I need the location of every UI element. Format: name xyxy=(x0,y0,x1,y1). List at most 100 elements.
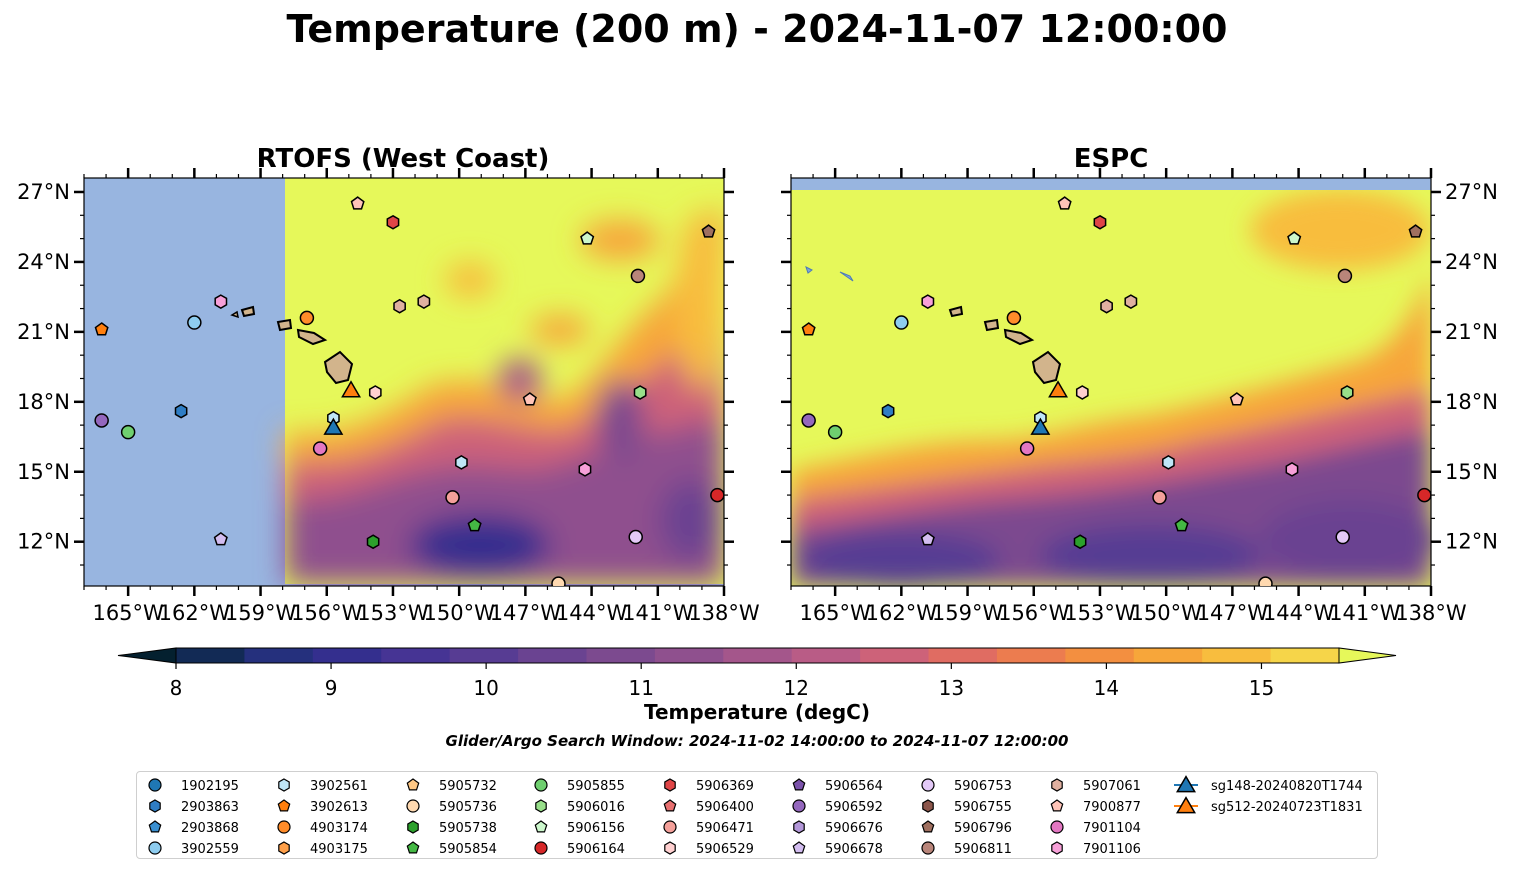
legend-marker-5906400 xyxy=(663,799,677,812)
marker-5907061 xyxy=(1100,298,1113,314)
legend-marker-5907061 xyxy=(1051,778,1063,792)
marker-5906678 xyxy=(213,531,228,546)
x-tick-label: 156°W xyxy=(998,601,1070,625)
rtofs-map-field xyxy=(84,178,724,586)
marker-5906529 xyxy=(1075,385,1089,400)
legend-marker-5906156 xyxy=(534,820,548,833)
colorbar-segment xyxy=(1065,648,1135,663)
colorbar-segment xyxy=(518,648,587,663)
marker-5906164 xyxy=(710,487,724,503)
legend-label: 3902561 xyxy=(310,779,368,794)
marker-5905854 xyxy=(1174,517,1189,532)
y-tick-label: 27°N xyxy=(1445,180,1498,204)
legend-marker-5906529 xyxy=(664,841,676,855)
x-tick-label: 150°W xyxy=(1130,601,1202,625)
marker-5906811 xyxy=(630,268,646,284)
panel-title-espc: ESPC xyxy=(1074,144,1149,174)
legend-marker-5905854 xyxy=(406,841,420,854)
x-tick-label: 138°W xyxy=(688,601,760,625)
legend-item-sg512-20240723T1831: sg512-20240723T1831 xyxy=(1174,796,1363,815)
marker-5906592 xyxy=(94,413,109,428)
legend-item-5906369: 5906369 xyxy=(664,778,754,794)
colorbar-segment xyxy=(312,648,382,663)
legend-item-5906755: 5906755 xyxy=(922,799,1012,815)
legend-item-3902613: 3902613 xyxy=(277,799,368,815)
legend-item-5906016: 5906016 xyxy=(535,799,625,815)
legend-label: 5906755 xyxy=(954,800,1012,815)
colorbar-extend-high xyxy=(1338,647,1397,664)
y-tick-label: 12°N xyxy=(17,530,70,554)
marker-4903174 xyxy=(299,310,315,326)
legend-label: 7901104 xyxy=(1083,821,1141,836)
legend-label: 2903863 xyxy=(181,800,239,815)
marker-5906753 xyxy=(1335,529,1350,545)
markers-espc xyxy=(801,196,1431,586)
marker-3902559 xyxy=(187,315,202,330)
x-tick-label: 153°W xyxy=(357,601,429,625)
legend-marker-2903868 xyxy=(148,820,162,833)
marker-5905854 xyxy=(467,517,482,532)
legend-label: sg512-20240723T1831 xyxy=(1211,800,1363,815)
colorbar: 8 9 10 11 12 13 14 15 xyxy=(117,647,1397,700)
colorbar-tick-label: 12 xyxy=(784,676,809,700)
colorbar-segment xyxy=(1270,648,1340,663)
marker-7901106 xyxy=(1285,462,1299,477)
legend-item-5905732: 5905732 xyxy=(406,778,497,794)
colorbar-tick-label: 8 xyxy=(170,676,183,700)
colorbar-segment xyxy=(244,648,314,663)
legend-label: 4903175 xyxy=(310,842,368,857)
marker-5905855 xyxy=(827,424,843,440)
panel-frame-espc xyxy=(790,177,1432,587)
colorbar-segment xyxy=(1202,648,1272,663)
legend-item-5905736: 5905736 xyxy=(406,799,497,815)
legend-label: 2903868 xyxy=(181,821,239,836)
legend-item-5906753: 5906753 xyxy=(921,778,1012,794)
colorbar-segment xyxy=(791,648,861,663)
legend-marker-sg148-20240820T1744 xyxy=(1175,775,1197,793)
panel-title-rtofs: RTOFS (West Coast) xyxy=(257,144,550,174)
legend-item-5906592: 5906592 xyxy=(792,799,883,815)
marker-sg148-20240820T1744 xyxy=(1030,417,1051,435)
legend-label: 5906564 xyxy=(825,779,883,794)
colorbar-tick-label: 9 xyxy=(325,676,338,700)
marker-7900877 xyxy=(350,196,365,210)
legend-marker-3902561 xyxy=(278,778,290,792)
legend-marker-3902613 xyxy=(277,799,291,812)
marker-7901104 xyxy=(1019,441,1035,456)
colorbar-segment xyxy=(654,648,724,663)
marker-5905736 xyxy=(551,576,566,586)
legend-item-sg148-20240820T1744: sg148-20240820T1744 xyxy=(1174,775,1363,794)
legend-marker-7901104 xyxy=(1050,820,1064,834)
legend-marker-2903863 xyxy=(149,799,161,813)
y-tick-label: 24°N xyxy=(17,250,70,274)
colorbar-segment xyxy=(381,648,451,663)
marker-5907061 xyxy=(1124,294,1138,309)
legend-marker-1902195 xyxy=(148,778,162,792)
legend-marker-3902559 xyxy=(148,841,162,855)
marker-sg512-20240723T1831 xyxy=(341,380,362,398)
rtofs-temperature-field xyxy=(285,178,724,584)
legend-item-2903868: 2903868 xyxy=(148,820,239,836)
colorbar-label: Temperature (degC) xyxy=(644,700,870,724)
colorbar-tick-label: 15 xyxy=(1249,676,1274,700)
legend-marker-5906016 xyxy=(535,799,547,813)
legend-label: 5905855 xyxy=(567,779,625,794)
legend-label: 5905854 xyxy=(439,842,497,857)
legend-marker-7901106 xyxy=(1051,841,1063,855)
legend-item-3902561: 3902561 xyxy=(278,778,368,794)
colorbar-tick-label: 14 xyxy=(1094,676,1119,700)
legend-marker-5906369 xyxy=(664,778,676,792)
y-tick-label: 15°N xyxy=(17,460,70,484)
legend-label: 5906164 xyxy=(567,842,625,857)
legend-marker-5906471 xyxy=(663,820,677,834)
x-tick-label: 138°W xyxy=(1395,601,1467,625)
x-tick-label: 144°W xyxy=(556,601,628,625)
marker-5906471 xyxy=(445,490,460,505)
marker-5906016 xyxy=(633,385,647,400)
legend-label: 5905736 xyxy=(439,800,497,815)
colorbar-tick-label: 10 xyxy=(473,676,498,700)
legend-marker-5905732 xyxy=(406,778,420,791)
x-tick-label: 159°W xyxy=(932,601,1004,625)
marker-sg512-20240723T1831 xyxy=(1048,380,1069,398)
